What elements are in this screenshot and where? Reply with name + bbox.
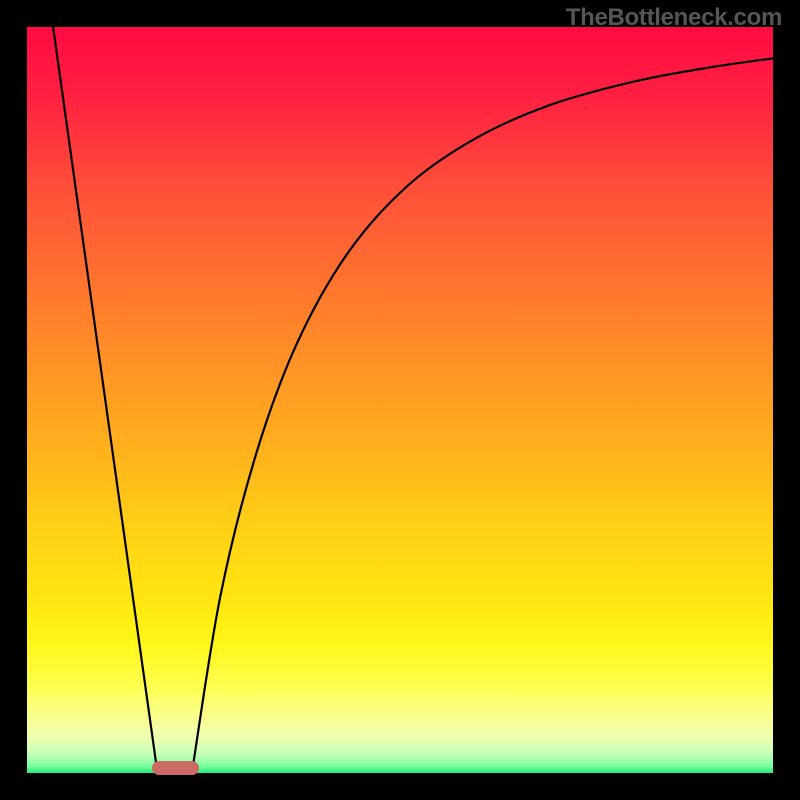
plot-area xyxy=(27,27,773,773)
curve-layer xyxy=(27,27,773,773)
left-descending-line xyxy=(53,27,157,768)
chart-outer-frame: TheBottleneck.com xyxy=(0,0,800,800)
bottleneck-marker xyxy=(152,761,200,774)
right-rising-curve xyxy=(193,58,773,768)
